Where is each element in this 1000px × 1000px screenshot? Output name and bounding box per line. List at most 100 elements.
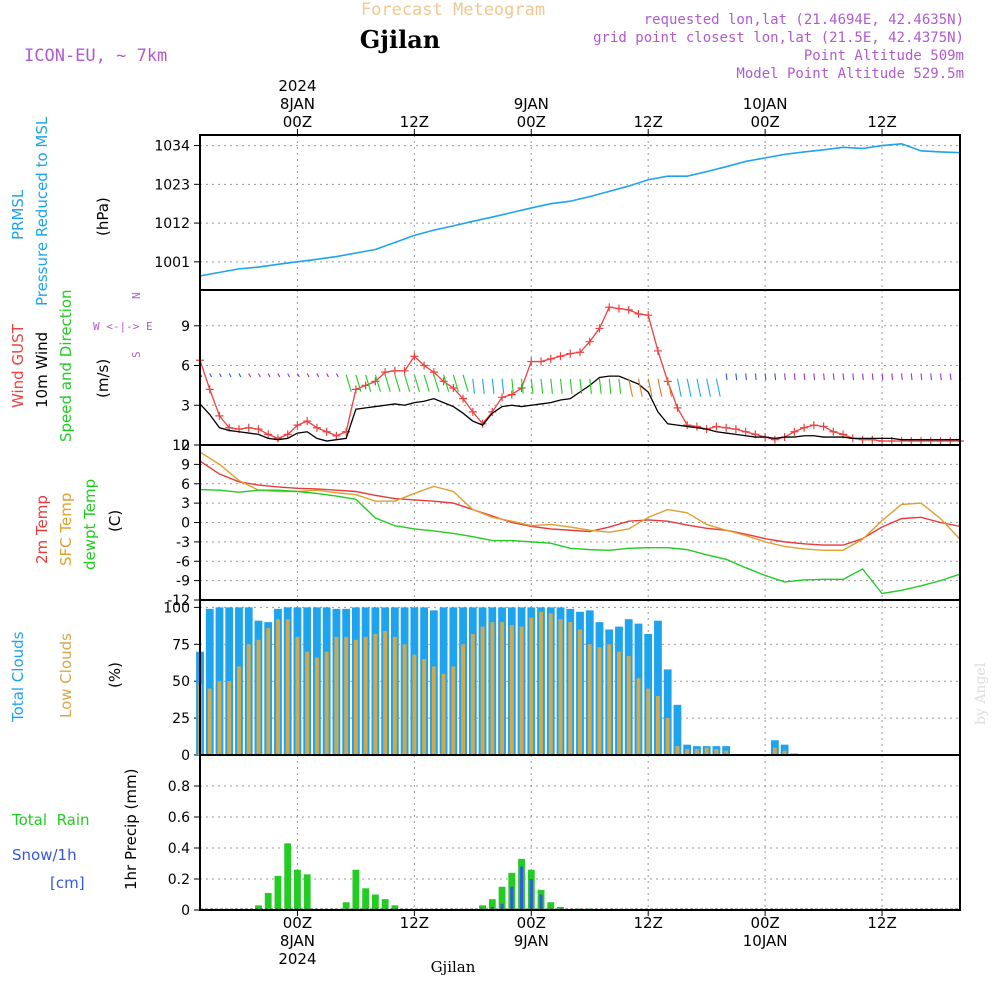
low-cloud-bar — [714, 749, 719, 755]
gust-marker — [566, 349, 575, 358]
wind-direction-arrow — [598, 378, 602, 394]
y-tick-label: 1023 — [154, 177, 190, 193]
gust-marker — [722, 423, 731, 432]
bottom-time-label: 12Z — [400, 914, 429, 932]
total-cloud-bar — [663, 669, 672, 755]
bottom-time-label: 12Z — [867, 914, 896, 932]
gust-marker — [595, 324, 604, 333]
y-tick-label: 0.4 — [168, 841, 190, 857]
y-tick-label: -9 — [176, 574, 190, 590]
low-cloud-bar — [431, 666, 436, 755]
wind-direction-arrow — [706, 378, 711, 397]
gust-marker — [244, 423, 253, 432]
rain-bar — [352, 869, 360, 910]
wind-dir-label: Speed and Direction — [57, 289, 75, 442]
low-cloud-bar — [227, 681, 232, 755]
y-tick-label: 100 — [163, 600, 190, 616]
pressure-line — [199, 142, 961, 277]
wind-direction-arrow — [793, 373, 796, 381]
gust-marker — [449, 384, 458, 393]
gust-marker — [420, 361, 429, 370]
total-cloud-bar — [654, 620, 662, 755]
low-cloud-bar — [675, 746, 680, 755]
gust-marker — [683, 421, 692, 430]
y-tick-label: 6 — [181, 477, 190, 493]
wind-direction-arrow — [754, 373, 757, 381]
wind-direction-arrow — [550, 378, 553, 394]
wind-direction-arrow — [735, 373, 738, 381]
gust-marker — [439, 377, 448, 386]
gust-marker — [585, 337, 594, 346]
gust-marker — [731, 425, 740, 434]
top-time-label: 12Z — [867, 113, 896, 131]
prmsl-desc-label: Pressure Reduced to MSL — [33, 116, 51, 306]
low-cloud-bar — [344, 636, 349, 755]
wind-direction-arrow — [949, 373, 952, 381]
y-tick-label: 25 — [172, 711, 190, 727]
low-cloud-bar — [685, 749, 690, 755]
low-clouds-label: Low Clouds — [57, 633, 75, 718]
low-cloud-bar — [256, 639, 261, 755]
top-time-label: 9JAN — [514, 95, 549, 113]
wind-direction-arrow — [803, 373, 806, 381]
gust-marker — [897, 437, 906, 446]
gust-marker — [624, 305, 633, 314]
wind-direction-arrow — [579, 378, 583, 394]
gust-marker — [556, 352, 565, 361]
gust-marker — [283, 430, 292, 439]
rain-bar — [547, 902, 555, 910]
gust-marker — [312, 423, 321, 432]
wind-direction-arrow — [569, 378, 573, 394]
low-cloud-bar — [587, 644, 592, 755]
dewpoint-line — [199, 488, 961, 595]
y-tick-label: 1001 — [154, 255, 190, 271]
y-tick-label: 3 — [181, 398, 190, 414]
wind-line — [199, 375, 960, 442]
gust-marker — [868, 435, 877, 444]
low-cloud-bar — [617, 651, 621, 755]
rain-bar — [284, 843, 292, 910]
rain-bar — [479, 905, 486, 910]
low-cloud-bar — [597, 647, 602, 755]
wind-direction-arrow — [218, 373, 222, 378]
gust-marker — [644, 311, 653, 320]
wind-direction-arrow — [374, 374, 382, 392]
wind-direction-arrow — [316, 373, 320, 378]
snow-bar — [490, 906, 494, 910]
rain-bar — [371, 894, 379, 910]
wind-direction-arrow — [335, 373, 339, 378]
wind-direction-arrow — [871, 373, 874, 381]
wind-direction-arrow — [404, 374, 411, 392]
wind-direction-arrow — [900, 373, 903, 381]
wind-direction-arrow — [423, 374, 430, 392]
wind-direction-arrow — [676, 378, 682, 397]
wind-direction-arrow — [394, 374, 401, 392]
rain-bar — [342, 902, 350, 910]
precip-axis-label: 1hr Precip (mm) — [122, 769, 140, 890]
wind-frame — [199, 289, 961, 446]
wind-direction-arrow — [832, 373, 835, 381]
snow-bar — [510, 886, 514, 910]
wind-direction-arrow — [277, 373, 281, 378]
gust-marker — [809, 421, 818, 430]
bottom-time-label: 00Z — [517, 914, 546, 932]
low-cloud-bar — [578, 629, 582, 755]
snow-bar — [500, 903, 504, 910]
low-cloud-bar — [724, 750, 729, 755]
low-cloud-bar — [334, 636, 339, 755]
wind-direction-arrow — [930, 373, 933, 381]
snow-unit-label: [cm] — [50, 874, 85, 892]
wind-direction-arrow — [326, 373, 329, 378]
low-cloud-bar — [237, 666, 241, 755]
y-tick-label: 0 — [181, 748, 190, 764]
gust-marker — [712, 422, 721, 431]
low-cloud-bar — [509, 625, 514, 755]
wind-direction-arrow — [452, 374, 459, 392]
wind-direction-arrow — [267, 373, 271, 378]
prmsl-label: PRMSL — [9, 189, 27, 240]
y-tick-label: 0.2 — [168, 872, 190, 888]
y-tick-label: 75 — [172, 637, 190, 653]
low-cloud-bar — [392, 636, 397, 755]
bottom-time-label: 2024 — [278, 950, 316, 968]
